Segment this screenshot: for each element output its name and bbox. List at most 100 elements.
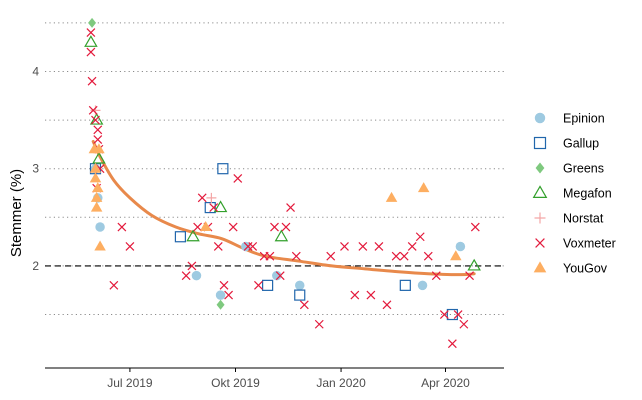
- data-point: [93, 135, 103, 144]
- legend-label: Voxmeter: [563, 237, 616, 251]
- data-point: [272, 270, 282, 281]
- x-tick-label: Okt 2019: [211, 376, 260, 390]
- data-point: [326, 251, 336, 261]
- data-points: [84, 17, 481, 349]
- data-point: [281, 222, 291, 232]
- data-point: [87, 76, 97, 86]
- legend-label: Greens: [563, 162, 604, 176]
- legend-item-norstat: Norstat: [534, 212, 604, 226]
- legend-item-gallup: Gallup: [533, 137, 599, 151]
- data-point: [191, 270, 202, 281]
- data-point: [262, 279, 274, 291]
- series-voxmeter: [86, 28, 480, 349]
- legend-key: [535, 162, 545, 174]
- y-tick-label: 2: [32, 259, 39, 273]
- data-point: [254, 280, 263, 290]
- x-tick-label: Jul 2019: [107, 376, 153, 390]
- data-point: [417, 280, 428, 291]
- data-point: [467, 258, 481, 271]
- data-point: [447, 339, 457, 349]
- data-point: [213, 242, 223, 251]
- data-point: [206, 192, 217, 203]
- data-point: [453, 310, 463, 319]
- data-point: [224, 290, 234, 300]
- data-point: [109, 280, 119, 290]
- data-point: [213, 200, 228, 213]
- legend-item-voxmeter: Voxmeter: [535, 237, 616, 251]
- data-point: [186, 229, 200, 242]
- data-point: [209, 203, 219, 213]
- data-point: [450, 250, 462, 261]
- legend-key: [535, 238, 545, 248]
- gridlines: [45, 22, 504, 316]
- data-point: [459, 319, 469, 329]
- legend-label: Megafon: [563, 187, 612, 201]
- legend-key: [533, 261, 547, 273]
- data-point: [294, 289, 306, 301]
- series-epinion: [90, 163, 466, 300]
- data-point: [228, 222, 238, 232]
- data-point: [215, 290, 226, 300]
- data-point: [399, 251, 409, 261]
- data-point: [366, 290, 376, 300]
- legend-label: YouGov: [563, 262, 608, 276]
- series-megafon: [84, 35, 481, 271]
- data-point: [314, 319, 324, 329]
- data-point: [431, 271, 441, 281]
- data-point: [90, 105, 101, 116]
- data-point: [265, 251, 275, 261]
- data-point: [88, 105, 98, 115]
- x-tick-label: Apr 2020: [421, 376, 470, 390]
- data-point: [92, 151, 106, 164]
- data-point: [90, 201, 103, 212]
- x-tick-label: Jan 2020: [316, 376, 366, 390]
- data-point: [219, 280, 229, 290]
- data-point: [270, 222, 279, 232]
- data-point: [423, 251, 433, 261]
- data-point: [187, 261, 197, 271]
- data-point: [204, 201, 216, 214]
- data-point: [217, 163, 229, 175]
- data-point: [88, 17, 97, 28]
- y-tick-label: 3: [32, 162, 39, 176]
- trend-curve: [91, 139, 476, 277]
- data-point: [216, 299, 225, 310]
- data-point: [385, 191, 398, 202]
- series-yougov: [88, 143, 462, 261]
- legend-key: [534, 112, 546, 124]
- data-point: [439, 310, 449, 319]
- data-point: [94, 240, 106, 251]
- data-point: [374, 242, 384, 251]
- data-point: [275, 271, 285, 281]
- data-point: [340, 242, 349, 251]
- data-point: [274, 229, 289, 242]
- data-point: [84, 35, 98, 47]
- data-point: [193, 222, 203, 232]
- data-point: [470, 222, 480, 232]
- data-point: [299, 300, 309, 310]
- series-greens: [88, 17, 225, 310]
- data-point: [86, 28, 96, 38]
- data-point: [92, 182, 104, 193]
- legend-label: Norstat: [563, 212, 604, 226]
- data-point: [291, 251, 301, 261]
- data-point: [465, 271, 474, 281]
- data-point: [95, 222, 105, 232]
- data-point: [415, 232, 425, 242]
- data-point: [407, 242, 417, 251]
- legend-key: [534, 212, 546, 224]
- legend-item-epinion: Epinion: [534, 112, 605, 126]
- data-point: [89, 162, 102, 173]
- data-point: [125, 242, 135, 251]
- data-point: [446, 308, 458, 321]
- data-point: [358, 242, 368, 251]
- data-point: [233, 173, 243, 183]
- data-point: [90, 191, 103, 202]
- data-point: [89, 172, 102, 183]
- legend: Epinion Gallup Greens Megafon Norstat Voxmete…: [532, 112, 616, 276]
- series-norstat: [90, 105, 217, 203]
- data-point: [91, 115, 100, 125]
- data-point: [248, 242, 258, 251]
- data-point: [117, 222, 127, 232]
